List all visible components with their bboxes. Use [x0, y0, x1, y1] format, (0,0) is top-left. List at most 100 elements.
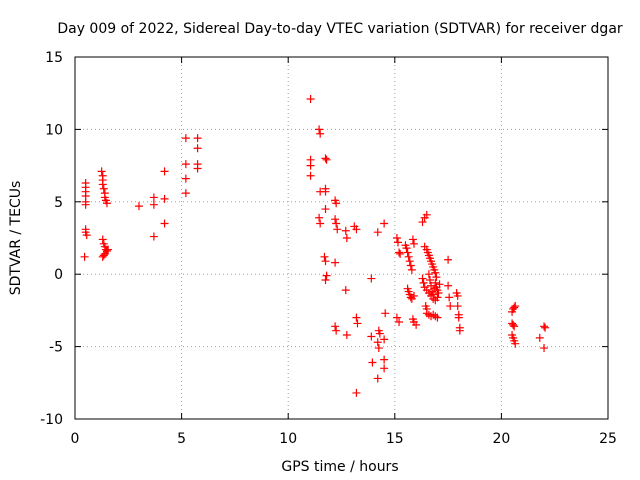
data-point: [321, 154, 330, 163]
y-tick-label: 5: [54, 195, 63, 211]
data-point: [453, 302, 462, 311]
data-point: [540, 344, 549, 353]
data-point: [509, 320, 518, 329]
data-point: [149, 200, 158, 209]
x-tick-label: 10: [279, 431, 297, 447]
data-point: [424, 270, 433, 279]
data-point: [306, 161, 315, 170]
x-tick-labels: 0 5 10 15 20 25: [71, 431, 617, 447]
data-point: [333, 225, 342, 234]
data-point: [434, 289, 443, 298]
data-point: [373, 374, 382, 383]
data-point: [99, 251, 108, 260]
chart-title: Day 009 of 2022, Sidereal Day-to-day VTE…: [57, 21, 623, 37]
data-point: [402, 244, 411, 253]
x-tick-label: 20: [492, 431, 510, 447]
x-tick-label: 0: [71, 431, 80, 447]
data-point: [331, 258, 340, 267]
data-point: [104, 245, 113, 254]
data-point: [380, 355, 389, 364]
data-point: [160, 219, 169, 228]
data-point: [331, 215, 340, 224]
data-point: [352, 313, 361, 322]
data-point: [315, 125, 324, 134]
data-point: [98, 235, 107, 244]
data-point: [81, 200, 90, 209]
data-point: [322, 155, 331, 164]
data-point: [373, 338, 382, 347]
data-point: [381, 309, 390, 318]
data-point: [102, 199, 111, 208]
data-point: [160, 194, 169, 203]
data-point: [510, 303, 519, 312]
data-point: [321, 187, 330, 196]
data-point: [341, 226, 350, 235]
y-tick-label: 15: [45, 50, 63, 66]
data-point: [432, 273, 441, 282]
data-point: [380, 364, 389, 373]
data-point: [193, 134, 202, 143]
data-point: [431, 268, 440, 277]
data-point: [315, 213, 324, 222]
data-point: [342, 331, 351, 340]
x-tick-label: 25: [599, 431, 617, 447]
gridlines: [75, 57, 608, 419]
data-point: [80, 252, 89, 261]
data-point: [422, 210, 431, 219]
x-tick-label: 5: [177, 431, 186, 447]
data-point: [396, 249, 405, 258]
data-point: [446, 302, 455, 311]
data-point: [418, 274, 427, 283]
data-point: [409, 291, 418, 300]
data-point: [429, 290, 438, 299]
data-point: [322, 271, 331, 280]
y-tick-label: 0: [54, 267, 63, 283]
data-point: [373, 228, 382, 237]
data-point: [375, 329, 384, 338]
data-point: [149, 232, 158, 241]
data-point: [405, 257, 414, 266]
data-point: [352, 388, 361, 397]
data-point: [367, 332, 376, 341]
x-axis-label: GPS time / hours: [281, 459, 398, 475]
data-point: [181, 160, 190, 169]
x-tick-label: 15: [386, 431, 404, 447]
data-point: [408, 235, 417, 244]
y-axis-label: SDTVAR / TECUs: [8, 181, 24, 296]
data-point: [98, 252, 107, 261]
data-point: [332, 199, 341, 208]
data-point: [374, 344, 383, 353]
data-point: [332, 219, 341, 228]
data-point: [404, 252, 413, 261]
data-point: [97, 167, 106, 176]
data-point: [511, 302, 520, 311]
data-point: [454, 313, 463, 322]
data-point: [134, 202, 143, 211]
data-point: [193, 164, 202, 173]
data-point: [352, 225, 361, 234]
data-point: [393, 238, 402, 247]
data-point: [433, 313, 442, 322]
data-point: [431, 312, 440, 321]
data-point: [419, 278, 428, 287]
data-point: [392, 313, 401, 322]
data-point: [406, 261, 415, 270]
data-point: [395, 317, 404, 326]
data-point: [306, 171, 315, 180]
data-point: [409, 239, 418, 248]
data-point: [368, 358, 377, 367]
data-point: [535, 333, 544, 342]
data-point: [99, 184, 108, 193]
data-point: [540, 322, 549, 331]
data-point: [445, 293, 454, 302]
data-point: [380, 219, 389, 228]
y-tick-labels: -10 -5 0 5 10 15: [40, 50, 63, 428]
data-point: [422, 304, 431, 313]
data-point: [541, 323, 550, 332]
data-point: [181, 174, 190, 183]
data-points: [80, 94, 550, 397]
data-point: [433, 293, 442, 302]
data-point: [181, 189, 190, 198]
data-point: [510, 322, 519, 331]
